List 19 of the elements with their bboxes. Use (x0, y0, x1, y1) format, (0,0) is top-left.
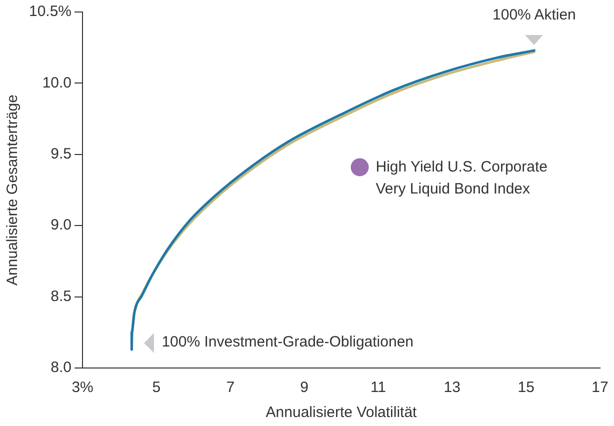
y-tick-label: 8.5 (50, 288, 72, 305)
x-tick-label: 3% (72, 379, 94, 396)
x-tick-label: 13 (444, 379, 460, 396)
series-label: High Yield U.S. Corporate Very Liquid Bond Index (376, 158, 548, 198)
y-tick-label: 9.5 (50, 146, 72, 163)
x-tick-label: 7 (226, 379, 235, 396)
x-tick-label: 5 (152, 379, 161, 396)
annotation: 100% Investment-Grade-Obligationen (162, 334, 414, 351)
y-tick-label: 8.0 (50, 359, 72, 376)
x-tick-label: 11 (370, 379, 386, 396)
y-tick-label: 9.0 (50, 216, 72, 234)
x-axis-title: Annualisierte Volatilität (266, 404, 418, 422)
x-tick-label: 17 (592, 379, 608, 396)
y-tick-label: 10.5% (28, 3, 72, 20)
x-tick-label: 15 (518, 379, 534, 396)
x-tick-label: 9 (300, 379, 308, 396)
annotation: 100% Aktien (492, 6, 576, 24)
y-axis-title: Annualisierte Gesamterträge (4, 94, 22, 286)
y-tick-label: 10.0 (42, 74, 72, 92)
